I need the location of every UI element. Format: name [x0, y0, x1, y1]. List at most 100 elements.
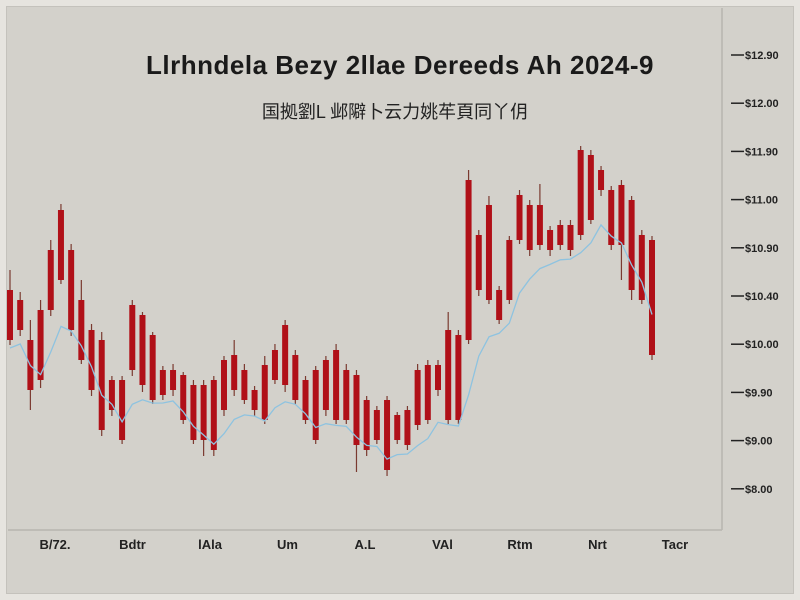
candle	[404, 406, 411, 450]
candle-body	[17, 300, 24, 330]
candle-body	[475, 235, 482, 290]
candle	[587, 150, 594, 224]
candle-body	[424, 365, 431, 420]
candle	[333, 344, 340, 424]
y-tick-label: $12.00	[745, 98, 779, 110]
candle-body	[506, 240, 513, 300]
candle-body	[98, 340, 105, 430]
candle-body	[394, 415, 401, 440]
y-tick-label: $8.00	[745, 484, 773, 496]
candle-body	[445, 330, 452, 420]
candle-body	[271, 350, 278, 380]
candle-body	[251, 390, 258, 410]
candle-body	[180, 375, 187, 420]
candle-body	[649, 240, 655, 355]
x-tick-label: Bdtr	[119, 537, 146, 552]
candle	[210, 376, 217, 456]
candle-body	[373, 410, 380, 440]
candle	[373, 406, 380, 444]
y-tick-label: $11.90	[745, 146, 778, 158]
candle	[88, 324, 95, 396]
candle	[638, 230, 645, 304]
x-tick-label: B/72.	[39, 537, 70, 552]
candle	[108, 376, 115, 416]
candle-body	[455, 335, 462, 420]
candle-body	[108, 380, 115, 410]
candle-body	[139, 315, 146, 385]
candle-body	[159, 370, 166, 395]
candle	[170, 364, 177, 396]
candle-body	[312, 370, 319, 440]
candle-body	[261, 365, 268, 420]
candle-body	[628, 200, 635, 290]
candle	[485, 196, 492, 304]
candle-body	[37, 310, 44, 380]
candle-body	[577, 150, 584, 235]
candle	[282, 320, 289, 392]
candle	[271, 344, 278, 384]
candle	[475, 230, 482, 296]
x-tick-label: Um	[277, 537, 298, 552]
candle	[180, 372, 187, 424]
y-tick-label: $9.90	[745, 387, 773, 399]
candle-body	[516, 195, 523, 240]
candle-body	[190, 385, 197, 440]
candle	[322, 356, 329, 416]
candle	[7, 270, 13, 345]
candle	[414, 364, 421, 430]
y-tick-label: $10.90	[745, 243, 779, 255]
candle	[424, 360, 431, 424]
candle	[17, 292, 24, 336]
candle	[598, 166, 605, 196]
candle-body	[536, 205, 543, 245]
candle	[47, 240, 54, 316]
moving-average-line	[9, 223, 653, 460]
candle-body	[618, 185, 625, 245]
candle	[261, 356, 268, 424]
candle	[618, 180, 625, 280]
candle	[149, 332, 156, 404]
candle-body	[363, 400, 370, 450]
candle	[557, 220, 564, 250]
candle	[139, 312, 146, 392]
candle	[384, 396, 391, 476]
candle	[567, 220, 574, 256]
candle-body	[404, 410, 411, 445]
candle	[200, 380, 207, 456]
candle-body	[57, 210, 64, 280]
candle-body	[210, 380, 217, 450]
candle-body	[384, 400, 391, 470]
candle-body	[608, 190, 615, 245]
candle	[394, 412, 401, 444]
candle-body	[547, 230, 554, 250]
candle	[241, 364, 248, 404]
candle	[353, 370, 360, 472]
candle	[159, 366, 166, 400]
x-tick-label: A.L	[355, 537, 376, 552]
candle-body	[598, 170, 605, 190]
candle-body	[587, 155, 594, 220]
candle-body	[88, 330, 95, 390]
candle-body	[353, 375, 360, 445]
y-tick-label: $10.40	[745, 291, 779, 303]
candle	[312, 366, 319, 444]
candle	[98, 332, 105, 436]
x-tick-label: Rtm	[507, 537, 532, 552]
candle-body	[343, 370, 350, 420]
candle	[608, 186, 615, 250]
candle-body	[47, 250, 54, 310]
candle	[78, 280, 85, 364]
candle-body	[435, 365, 441, 390]
candle	[251, 386, 258, 416]
candle-body	[496, 290, 503, 320]
candle	[190, 380, 197, 444]
candle-body	[129, 305, 136, 370]
candle-body	[465, 180, 472, 340]
candle-body	[333, 350, 340, 420]
y-tick-label: $9.00	[745, 436, 773, 448]
candle	[68, 244, 75, 336]
candle	[231, 340, 238, 396]
y-tick-label: $10.00	[745, 339, 779, 351]
x-tick-label: VAl	[432, 537, 453, 552]
